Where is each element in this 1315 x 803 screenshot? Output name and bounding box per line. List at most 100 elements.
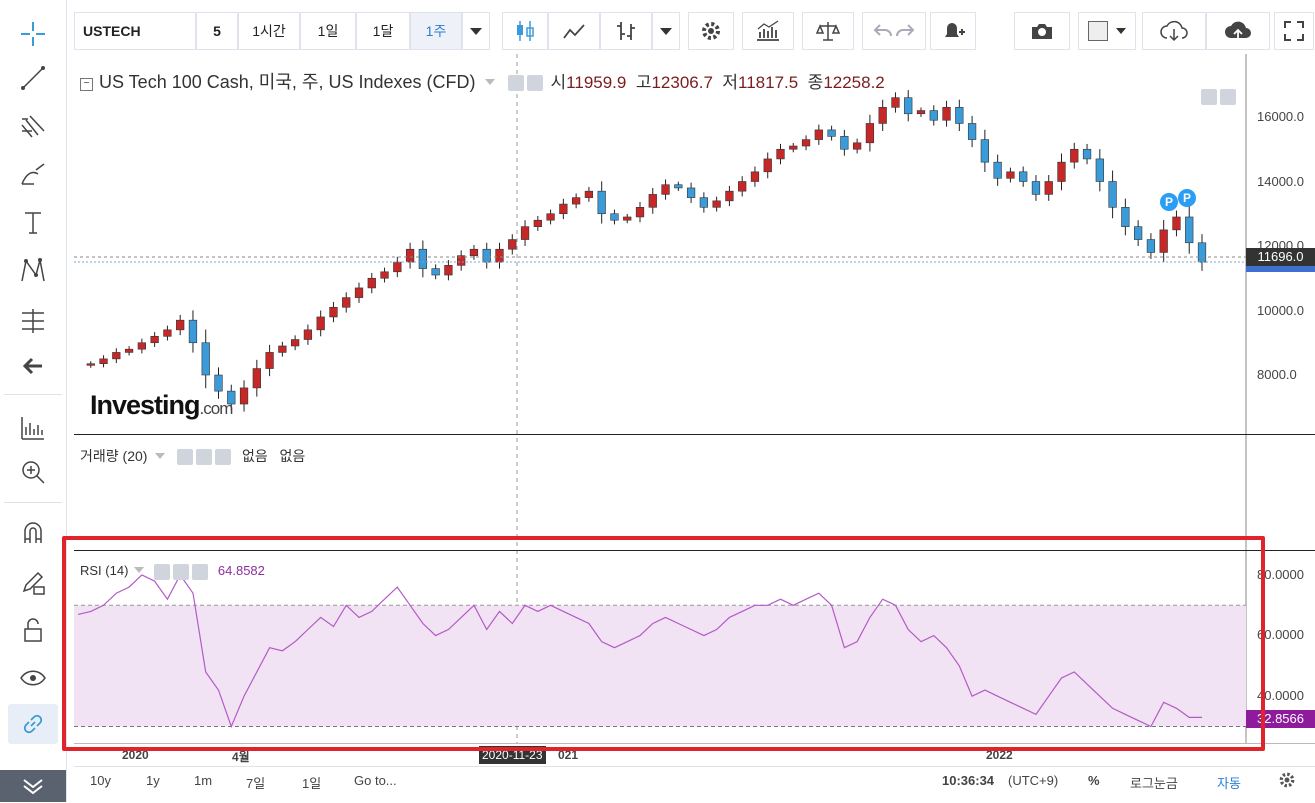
collapse-toolbar-button[interactable] xyxy=(0,770,66,802)
price-tag-secondary xyxy=(1246,266,1315,272)
volume-value-2: 없음 xyxy=(279,448,306,464)
ohlc-values: 시11959.9 고12306.7 저11817.5 종12258.2 xyxy=(550,73,885,92)
candlestick-icon xyxy=(517,21,534,41)
ohlc-bar-icon xyxy=(617,22,635,40)
timeframe-1d-button[interactable]: 1일 xyxy=(300,12,356,50)
timeframe-1mo-button[interactable]: 1달 xyxy=(356,12,410,50)
redo-icon[interactable] xyxy=(894,22,916,40)
candle-body xyxy=(1185,216,1194,244)
pane-divider[interactable] xyxy=(74,550,1315,551)
indicator-icon[interactable] xyxy=(8,408,58,448)
bar-style-button[interactable] xyxy=(600,12,652,50)
candle-body xyxy=(635,207,645,218)
crosshair-tool-icon[interactable] xyxy=(8,14,58,54)
line-chart-button[interactable] xyxy=(548,12,600,50)
goto-button[interactable]: Go to... xyxy=(354,773,397,788)
compare-button[interactable] xyxy=(802,12,854,50)
pane-divider[interactable] xyxy=(74,434,1315,435)
range-10y-button[interactable]: 10y xyxy=(90,773,111,788)
candle-body xyxy=(993,161,1002,179)
chart-canvas[interactable] xyxy=(74,54,1315,766)
chart-type-dropdown[interactable] xyxy=(652,12,680,50)
brush-tool-icon[interactable] xyxy=(8,155,58,195)
magnet-icon[interactable] xyxy=(8,514,58,554)
auto-scale-button[interactable]: 자동 xyxy=(1217,776,1241,791)
color-picker-button[interactable] xyxy=(1078,12,1136,50)
alert-button[interactable] xyxy=(930,12,976,50)
event-marker[interactable]: P xyxy=(1160,193,1178,211)
event-marker[interactable]: P xyxy=(1178,189,1196,207)
candle-body xyxy=(674,184,683,189)
save-layout-button[interactable] xyxy=(1206,12,1270,50)
rsi-pane-legend: RSI (14) 64.8582 xyxy=(80,563,265,580)
bottom-settings-button[interactable] xyxy=(1278,771,1296,794)
log-scale-button[interactable]: 로그눈금 xyxy=(1130,776,1178,791)
range-1d-button[interactable]: 1일 xyxy=(302,776,322,791)
chart-area[interactable]: − US Tech 100 Cash, 미국, 주, US Indexes (CF… xyxy=(74,54,1315,766)
timezone-button[interactable]: (UTC+9) xyxy=(1008,773,1059,788)
timeframe-1w-button[interactable]: 1주 xyxy=(410,12,462,50)
close-pane-icon[interactable] xyxy=(191,563,208,580)
unlock-icon[interactable] xyxy=(8,610,58,650)
lock-pencil-icon[interactable] xyxy=(8,562,58,602)
fullscreen-button[interactable] xyxy=(1274,12,1314,50)
screenshot-button[interactable] xyxy=(1014,12,1070,50)
candle-body xyxy=(789,145,798,150)
range-1y-button[interactable]: 1y xyxy=(146,773,160,788)
link-icon[interactable] xyxy=(8,704,58,744)
candle-style-button[interactable] xyxy=(502,12,548,50)
toolbar-divider xyxy=(4,394,62,395)
candle-body xyxy=(239,387,249,405)
candle-body xyxy=(457,255,466,266)
candle-body xyxy=(227,390,236,405)
y-tick: 80.0000 xyxy=(1257,567,1304,582)
gear-icon xyxy=(702,22,720,40)
x-tick: 2020 xyxy=(122,748,149,762)
candle-body xyxy=(610,213,619,221)
symbol-search-input[interactable]: USTECH xyxy=(74,12,196,50)
pane-settings-icon[interactable] xyxy=(172,563,189,580)
zoom-icon[interactable] xyxy=(8,452,58,492)
title-dropdown-icon[interactable] xyxy=(484,79,495,85)
close-pane-icon[interactable] xyxy=(215,449,232,466)
candle-body xyxy=(278,345,287,353)
indicators-button[interactable] xyxy=(742,12,794,50)
range-7d-button[interactable]: 7일 xyxy=(246,776,266,791)
back-arrow-icon[interactable] xyxy=(8,346,58,386)
text-tool-icon[interactable] xyxy=(8,203,58,243)
volume-title: 거래량 (20) xyxy=(80,448,148,464)
range-1m-button[interactable]: 1m xyxy=(194,773,213,788)
candle-body xyxy=(584,190,594,198)
fib-tool-icon[interactable] xyxy=(8,106,58,146)
rsi-title: RSI (14) xyxy=(80,563,129,578)
move-up-icon[interactable] xyxy=(1220,88,1236,105)
pane-settings-icon[interactable] xyxy=(196,449,213,466)
measure-tool-icon[interactable] xyxy=(8,300,58,340)
title-dropdown-icon[interactable] xyxy=(134,567,145,573)
candle-body xyxy=(201,342,210,376)
eye-icon[interactable] xyxy=(8,658,58,698)
collapse-pane-icon[interactable]: − xyxy=(80,78,93,91)
caret-down-icon xyxy=(660,27,672,35)
title-dropdown-icon[interactable] xyxy=(155,453,166,459)
candle-body xyxy=(1108,181,1117,208)
candle-body xyxy=(648,194,657,208)
timeframe-dropdown[interactable] xyxy=(462,12,490,50)
candle-body xyxy=(955,107,964,124)
pane-settings-icon[interactable] xyxy=(526,75,543,92)
trend-line-icon[interactable] xyxy=(8,58,58,98)
visibility-icon[interactable] xyxy=(177,449,194,466)
settings-button[interactable] xyxy=(688,12,734,50)
cloud-upload-icon xyxy=(1225,21,1251,40)
move-down-icon[interactable] xyxy=(1201,88,1217,105)
interval-input[interactable]: 5 xyxy=(196,12,238,50)
load-layout-button[interactable] xyxy=(1142,12,1206,50)
visibility-icon[interactable] xyxy=(507,75,524,92)
visibility-icon[interactable] xyxy=(153,563,170,580)
percent-scale-button[interactable]: % xyxy=(1088,773,1100,788)
candle-body xyxy=(814,129,823,140)
undo-icon[interactable] xyxy=(872,22,894,40)
timeframe-1h-button[interactable]: 1시간 xyxy=(238,12,300,50)
candle-body xyxy=(980,139,989,163)
pattern-tool-icon[interactable] xyxy=(8,250,58,290)
